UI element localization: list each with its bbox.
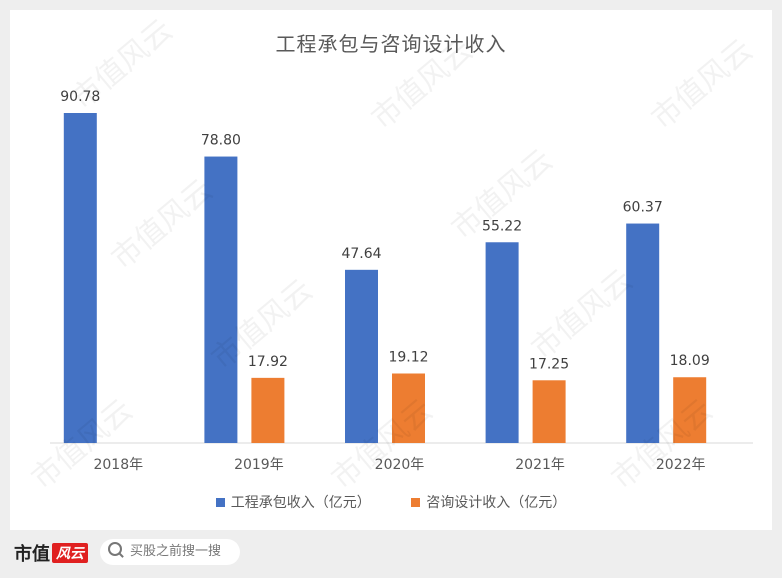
bar-contracting-2 <box>345 269 378 443</box>
data-label-contracting-0: 90.78 <box>60 89 100 105</box>
x-tick-label-4: 2022年 <box>656 457 706 473</box>
x-tick-label-0: 2018年 <box>93 457 143 473</box>
data-label-contracting-3: 55.22 <box>482 218 522 234</box>
data-label-consulting-1: 17.92 <box>248 354 288 370</box>
legend-swatch-consulting <box>411 498 421 507</box>
data-label-contracting-1: 78.80 <box>201 133 241 149</box>
brand-logo[interactable]: 市值 风云 <box>14 540 88 566</box>
bar-contracting-0 <box>63 113 97 443</box>
data-label-consulting-2: 19.12 <box>388 349 428 365</box>
legend-label-contracting: 工程承包收入（亿元） <box>230 495 371 511</box>
legend-item-contracting: 工程承包收入（亿元） <box>215 492 371 512</box>
chart-legend: 工程承包收入（亿元） 咨询设计收入（亿元） <box>10 492 772 512</box>
brand-logo-mark: 风云 <box>52 543 88 563</box>
bar-consulting-1 <box>251 377 285 443</box>
x-tick-label-3: 2021年 <box>515 457 565 473</box>
chart-card: 工程承包与咨询设计收入 90.78 2018年 78.80 17.92 2019年 47.… <box>10 10 772 530</box>
x-tick-label-1: 2019年 <box>234 457 284 473</box>
bar-contracting-4 <box>626 223 660 443</box>
bar-contracting-1 <box>204 156 238 443</box>
bar-consulting-3 <box>532 380 566 443</box>
data-label-contracting-2: 47.64 <box>341 246 381 262</box>
data-label-contracting-4: 60.37 <box>623 200 663 216</box>
bar-contracting-3 <box>485 242 519 443</box>
legend-label-consulting: 咨询设计收入（亿元） <box>426 495 567 511</box>
footer-bar: 市值 风云 买股之前搜一搜 <box>0 530 782 578</box>
legend-item-consulting: 咨询设计收入（亿元） <box>411 492 566 512</box>
x-tick-label-2: 2020年 <box>375 457 425 473</box>
data-label-consulting-4: 18.09 <box>670 353 710 369</box>
search-placeholder: 买股之前搜一搜 <box>130 544 222 559</box>
search-icon <box>108 542 122 556</box>
bar-consulting-4 <box>673 377 707 443</box>
bar-consulting-2 <box>392 373 425 443</box>
legend-swatch-contracting <box>215 498 225 507</box>
brand-text: 市值 <box>14 544 50 565</box>
data-label-consulting-3: 17.25 <box>529 356 569 372</box>
chart-title: 工程承包与咨询设计收入 <box>275 32 507 56</box>
bar-chart: 90.78 2018年 78.80 17.92 2019年 47.64 19.12 2020年… <box>50 89 753 473</box>
search-box[interactable]: 买股之前搜一搜 <box>100 539 240 565</box>
